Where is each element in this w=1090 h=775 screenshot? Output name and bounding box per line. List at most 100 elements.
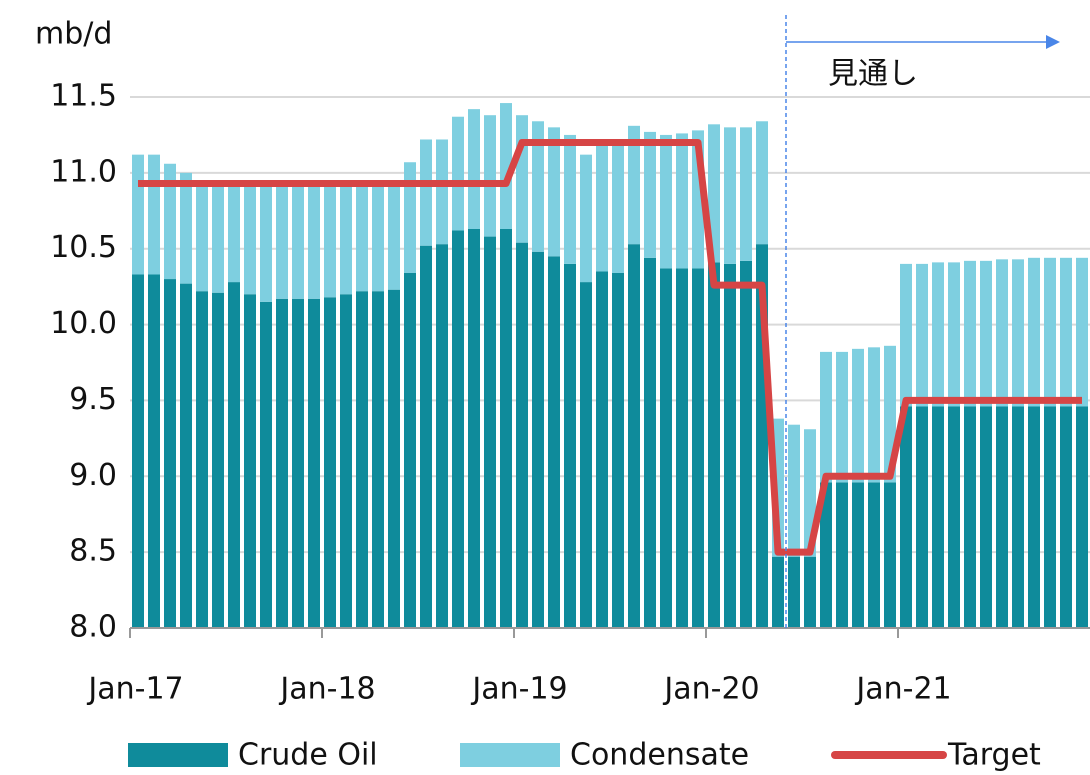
bar bbox=[212, 292, 224, 628]
bar bbox=[164, 163, 176, 280]
bar bbox=[260, 183, 272, 302]
bar bbox=[1012, 259, 1024, 407]
bar bbox=[564, 134, 576, 264]
bar bbox=[324, 183, 336, 298]
bar bbox=[644, 131, 656, 258]
bar bbox=[596, 145, 608, 272]
bar bbox=[484, 115, 496, 237]
legend-label: Target bbox=[947, 738, 1041, 773]
bar bbox=[276, 183, 288, 299]
bar bbox=[884, 482, 896, 628]
legend-swatch bbox=[128, 743, 228, 767]
bar bbox=[932, 406, 944, 628]
bar bbox=[724, 263, 736, 628]
bar bbox=[164, 279, 176, 628]
bar bbox=[788, 556, 800, 628]
bar bbox=[644, 257, 656, 628]
y-axis-label: mb/d bbox=[35, 17, 112, 52]
bar bbox=[548, 256, 560, 628]
y-tick-label: 8.0 bbox=[69, 610, 117, 645]
bar bbox=[404, 162, 416, 273]
arrow-head bbox=[1046, 35, 1060, 49]
bar bbox=[628, 125, 640, 245]
bar bbox=[1060, 257, 1072, 407]
bar bbox=[932, 262, 944, 407]
bar bbox=[500, 103, 512, 229]
bar bbox=[420, 139, 432, 246]
bar bbox=[868, 482, 880, 628]
bar bbox=[964, 406, 976, 628]
bar bbox=[212, 183, 224, 293]
bar bbox=[820, 482, 832, 628]
bar bbox=[244, 183, 256, 295]
bar bbox=[148, 154, 160, 275]
bar bbox=[436, 244, 448, 629]
bar bbox=[676, 133, 688, 269]
bar bbox=[852, 482, 864, 628]
bar bbox=[452, 230, 464, 628]
bar bbox=[676, 268, 688, 628]
bar bbox=[404, 272, 416, 628]
bar bbox=[836, 351, 848, 483]
bar bbox=[772, 556, 784, 628]
bar bbox=[996, 259, 1008, 407]
bar bbox=[324, 297, 336, 628]
bar bbox=[308, 298, 320, 628]
bar bbox=[372, 183, 384, 292]
bar bbox=[1044, 406, 1056, 628]
bar bbox=[228, 183, 240, 283]
bar bbox=[900, 263, 912, 407]
bar bbox=[900, 406, 912, 628]
y-tick-label: 10.5 bbox=[50, 230, 117, 265]
bar bbox=[340, 183, 352, 295]
bar bbox=[484, 236, 496, 628]
x-tick-label: Jan-18 bbox=[278, 672, 375, 707]
bar bbox=[868, 347, 880, 483]
bar bbox=[820, 351, 832, 483]
bar bbox=[1076, 406, 1088, 628]
bar bbox=[964, 260, 976, 407]
y-tick-label: 9.0 bbox=[69, 458, 117, 493]
bar bbox=[132, 154, 144, 275]
bar bbox=[148, 274, 160, 628]
bar bbox=[980, 406, 992, 628]
bar bbox=[628, 244, 640, 629]
legend-label: Crude Oil bbox=[238, 738, 378, 773]
bar bbox=[436, 139, 448, 245]
bar bbox=[980, 260, 992, 407]
bar bbox=[196, 183, 208, 292]
bar bbox=[756, 121, 768, 245]
bar bbox=[724, 127, 736, 264]
bar bbox=[1044, 257, 1056, 407]
legend-swatch bbox=[460, 743, 560, 767]
bar bbox=[948, 406, 960, 628]
x-tick-label: Jan-21 bbox=[854, 672, 951, 707]
bar bbox=[740, 127, 752, 261]
bar bbox=[260, 301, 272, 628]
bar bbox=[948, 262, 960, 407]
bar bbox=[516, 115, 528, 243]
bar bbox=[356, 291, 368, 628]
bar bbox=[276, 298, 288, 628]
bar bbox=[292, 298, 304, 628]
y-tick-label: 8.5 bbox=[69, 534, 117, 569]
x-tick-label: Jan-17 bbox=[86, 672, 183, 707]
bar bbox=[996, 406, 1008, 628]
bar bbox=[196, 291, 208, 628]
bar bbox=[244, 294, 256, 628]
bar bbox=[452, 116, 464, 231]
target-line bbox=[138, 139, 1082, 556]
bar bbox=[180, 283, 192, 628]
bar bbox=[916, 406, 928, 628]
bar bbox=[1012, 406, 1024, 628]
bar bbox=[788, 424, 800, 557]
forecast-annotation: 見通し bbox=[828, 57, 918, 92]
bar bbox=[340, 294, 352, 628]
bar bbox=[516, 242, 528, 628]
bar bbox=[180, 172, 192, 284]
bar bbox=[388, 289, 400, 628]
bar bbox=[740, 260, 752, 628]
bar bbox=[1076, 257, 1088, 407]
bar bbox=[580, 154, 592, 283]
